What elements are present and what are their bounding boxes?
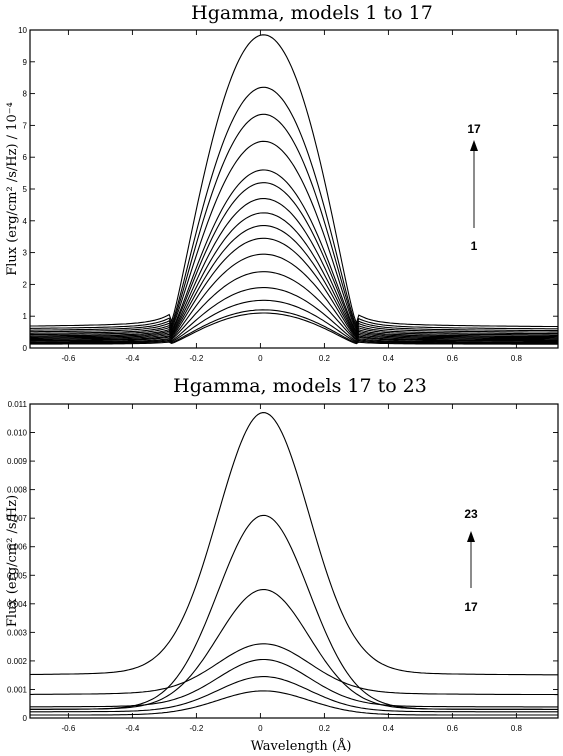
x-tick-label: 0: [258, 724, 263, 733]
series-line: [30, 658, 558, 708]
y-tick-label: 0: [23, 714, 28, 723]
series-line: [29, 86, 558, 330]
bottom-y-axis-label: Flux (erg/cm² /s/Hz): [5, 495, 20, 627]
series-line: [30, 514, 558, 710]
bottom-x-axis-label: Wavelength (Å): [251, 738, 352, 754]
x-tick-label: 0.8: [511, 354, 523, 363]
x-tick-label: 0.2: [319, 724, 331, 733]
top-increasing-arrow: [470, 140, 478, 228]
series-line: [29, 198, 558, 337]
series-line: [30, 182, 558, 336]
series-line: [30, 253, 558, 341]
x-tick-label: -0.4: [126, 354, 140, 363]
top-series-lines: [29, 34, 559, 345]
y-tick-label: 7: [23, 121, 28, 130]
x-tick-label: 0.2: [319, 354, 331, 363]
series-line: [30, 140, 558, 333]
panel-top: Hgamma, models 1 to 17 Flux (erg/cm² /s/…: [5, 2, 559, 363]
top-y-axis-label: Flux (erg/cm² /s/Hz) / 10⁻⁴: [5, 102, 20, 276]
series-line: [30, 643, 558, 696]
series-line: [29, 412, 558, 676]
series-line: [29, 237, 558, 340]
bottom-chart-title: Hgamma, models 17 to 23: [173, 375, 427, 397]
series-line: [30, 212, 559, 338]
bottom-increasing-arrow: [467, 531, 475, 588]
panel-bottom: Hgamma, models 17 to 23 Flux (erg/cm² /s…: [5, 375, 559, 754]
y-tick-label: 10: [18, 26, 27, 35]
x-tick-label: -0.2: [190, 724, 204, 733]
top-y-ticks: 0 1 2 3 4 5 6 7 8 9 10: [18, 26, 558, 353]
top-plot-frame: [29, 29, 559, 349]
series-line: [30, 690, 558, 716]
bottom-y-ticks: 0 0.001 0.002 0.003 0.004 0.005 0.006 0.007 0.00…: [7, 400, 558, 723]
series-line: [30, 34, 559, 328]
series-line: [30, 676, 558, 713]
x-tick-label: 0.8: [511, 724, 523, 733]
y-tick-label: 2: [23, 280, 28, 289]
series-line: [30, 299, 558, 344]
y-tick-label: 0: [23, 344, 28, 353]
y-tick-label: 8: [23, 90, 28, 99]
x-tick-label: -0.6: [62, 724, 76, 733]
top-chart-title: Hgamma, models 1 to 17: [191, 2, 433, 24]
top-arrow-label-start: 1: [471, 239, 478, 253]
y-tick-label: 3: [23, 249, 28, 258]
series-line: [30, 113, 558, 332]
bottom-x-ticks: -0.6 -0.4 -0.2 0 0.2 0.4 0.6 0.8: [62, 404, 523, 733]
bottom-arrow-label-end: 23: [464, 507, 478, 521]
x-tick-label: 0.6: [447, 354, 459, 363]
y-tick-label: 1: [23, 312, 28, 321]
y-tick-label: 0.003: [7, 628, 28, 637]
y-tick-label: 0.001: [7, 685, 28, 694]
y-tick-label: 0.007: [7, 514, 28, 523]
y-tick-label: 0.004: [7, 600, 28, 609]
series-line: [30, 589, 558, 710]
bottom-plot-frame: [29, 403, 559, 719]
series-line: [30, 271, 558, 342]
bottom-series-lines: [29, 412, 558, 716]
y-tick-label: 0.005: [7, 571, 28, 580]
y-tick-label: 0.006: [7, 543, 28, 552]
x-tick-label: 0: [258, 354, 263, 363]
x-tick-label: -0.6: [62, 354, 76, 363]
x-tick-label: 0.4: [383, 724, 395, 733]
y-tick-label: 6: [23, 153, 28, 162]
bottom-arrow-label-start: 17: [464, 600, 478, 614]
y-tick-label: 5: [23, 185, 28, 194]
y-tick-label: 9: [23, 58, 28, 67]
x-tick-label: 0.6: [447, 724, 459, 733]
x-tick-label: -0.4: [126, 724, 140, 733]
series-line: [30, 169, 558, 335]
series-line: [30, 312, 558, 345]
y-tick-label: 0.009: [7, 457, 28, 466]
y-tick-label: 4: [23, 217, 28, 226]
x-tick-label: 0.4: [383, 354, 395, 363]
series-line: [29, 309, 558, 345]
x-tick-label: -0.2: [190, 354, 204, 363]
y-tick-label: 0.010: [7, 429, 28, 438]
y-tick-label: 0.011: [8, 400, 28, 409]
top-arrow-label-end: 17: [467, 122, 481, 136]
y-tick-label: 0.002: [7, 657, 28, 666]
y-tick-label: 0.008: [7, 486, 28, 495]
series-line: [30, 225, 558, 339]
series-line: [30, 287, 558, 343]
